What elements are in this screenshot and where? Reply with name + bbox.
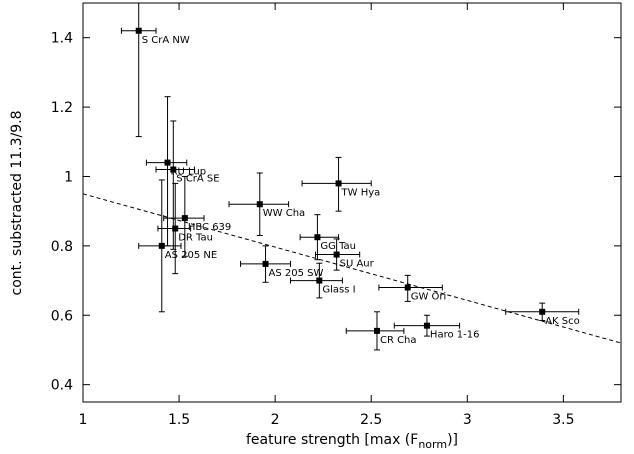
point-label: GW Ori bbox=[411, 292, 447, 303]
y-tick-label: 0.8 bbox=[51, 239, 73, 255]
data-point bbox=[256, 201, 263, 208]
point-label: DR Tau bbox=[178, 233, 213, 244]
fit-line-group bbox=[82, 193, 622, 344]
point-label: TW Hya bbox=[341, 187, 381, 198]
x-tick-label: 1.5 bbox=[168, 412, 190, 428]
data-point bbox=[335, 180, 342, 187]
point-label: CR Cha bbox=[380, 335, 417, 346]
y-tick-label: 1.2 bbox=[51, 100, 73, 116]
data-point bbox=[423, 322, 430, 329]
data-point bbox=[404, 284, 411, 291]
point-label: Glass I bbox=[322, 285, 355, 296]
data-point bbox=[373, 327, 380, 334]
x-tick-label: 2 bbox=[271, 412, 280, 428]
axis-ticks: 1 1.5 2 2.5 3 3.5 0.4 0.6 0.8 1 1.2 1.4 bbox=[51, 3, 621, 428]
data-point bbox=[314, 234, 321, 241]
x-axis-title: feature strength [max (Fnorm)] bbox=[246, 432, 458, 451]
point-label: AS 205 NE bbox=[165, 250, 217, 261]
data-point bbox=[172, 225, 179, 232]
point-label: S CrA SE bbox=[176, 174, 219, 185]
point-label: S CrA NW bbox=[142, 35, 190, 46]
y-tick-label: 0.4 bbox=[51, 378, 73, 394]
x-tick-label: 3 bbox=[463, 412, 472, 428]
data-point bbox=[158, 242, 165, 249]
point-label: AK Sco bbox=[545, 316, 580, 327]
point-label: AS 205 SW bbox=[269, 268, 324, 279]
y-tick-label: 1.4 bbox=[51, 31, 73, 47]
plot-frame bbox=[82, 2, 622, 403]
y-axis-title: cont. substracted 11.3/9.8 bbox=[9, 111, 25, 296]
data-point bbox=[316, 277, 323, 284]
data-point bbox=[262, 260, 269, 267]
x-tick-label: 1 bbox=[79, 412, 88, 428]
data-point bbox=[181, 215, 188, 222]
fit-line bbox=[82, 193, 622, 344]
x-tick-label: 2.5 bbox=[360, 412, 382, 428]
y-tick-label: 0.6 bbox=[51, 308, 73, 324]
point-label: SU Aur bbox=[340, 259, 375, 270]
point-label: GG Tau bbox=[320, 241, 356, 252]
data-point bbox=[135, 27, 142, 34]
point-label: WW Cha bbox=[263, 208, 305, 219]
point-label: RU Lup bbox=[171, 167, 207, 178]
data-point bbox=[333, 251, 340, 258]
data-point bbox=[170, 166, 177, 173]
x-tick-label: 3.5 bbox=[552, 412, 574, 428]
point-label: HBC 639 bbox=[188, 222, 231, 233]
y-tick-label: 1 bbox=[64, 169, 73, 185]
data-point bbox=[164, 159, 171, 166]
data-point bbox=[539, 308, 546, 315]
point-label: Haro 1-16 bbox=[430, 330, 480, 341]
